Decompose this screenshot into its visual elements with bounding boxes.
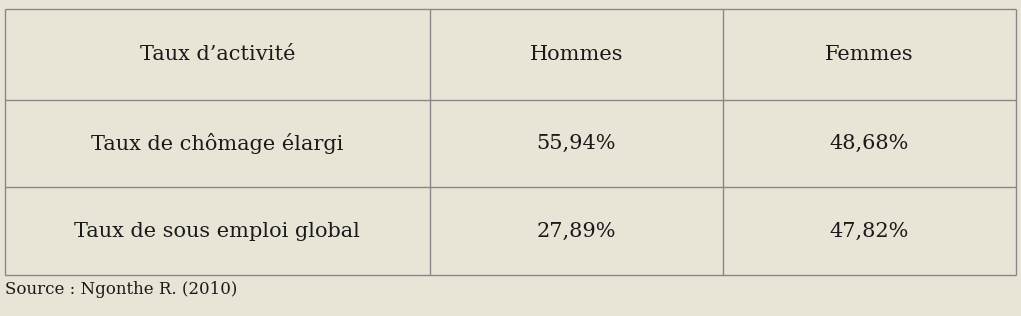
Bar	[430, 9, 723, 100]
Bar	[430, 100, 723, 187]
Text: Source : Ngonthe R. (2010): Source : Ngonthe R. (2010)	[5, 281, 238, 298]
Bar	[5, 187, 430, 275]
Text: 27,89%: 27,89%	[536, 222, 616, 240]
Text: Hommes: Hommes	[530, 45, 623, 64]
Text: 55,94%: 55,94%	[536, 134, 616, 153]
Bar	[723, 100, 1016, 187]
Text: Taux de chômage élargi: Taux de chômage élargi	[91, 133, 343, 154]
Bar	[723, 9, 1016, 100]
Bar	[5, 100, 430, 187]
Text: Taux de sous emploi global: Taux de sous emploi global	[75, 222, 360, 240]
Text: 47,82%: 47,82%	[830, 222, 909, 240]
Text: 48,68%: 48,68%	[830, 134, 909, 153]
Bar	[5, 9, 430, 100]
Bar	[430, 187, 723, 275]
Bar	[723, 187, 1016, 275]
Text: Taux d’activité: Taux d’activité	[140, 45, 295, 64]
Text: Femmes: Femmes	[825, 45, 914, 64]
